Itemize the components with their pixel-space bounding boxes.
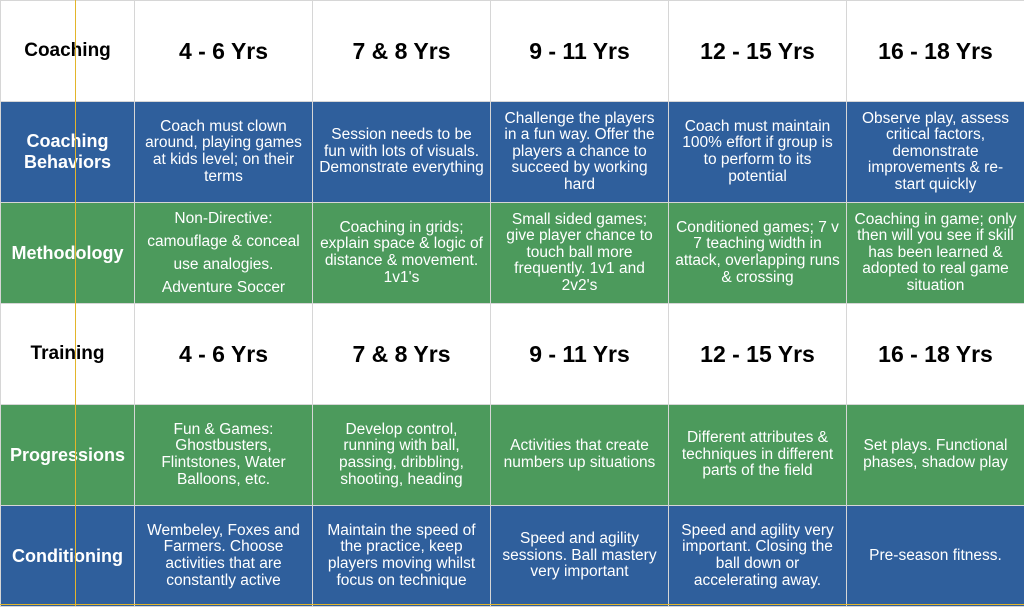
age-header-7-8: 7 & 8 Yrs [313,1,491,102]
progressions-row: Progressions Fun & Games: Ghostbusters, … [1,405,1024,506]
age-header-12-15: 12 - 15 Yrs [669,1,847,102]
table-cell: Set plays. Functional phases, shadow pla… [847,405,1024,506]
age-header-4-6: 4 - 6 Yrs [135,1,313,102]
table-cell: Coaching in game; only then will you see… [847,203,1024,304]
table-cell: Conditioned games; 7 v 7 teaching width … [669,203,847,304]
age-header-7-8: 7 & 8 Yrs [313,304,491,405]
table-cell: Session needs to be fun with lots of vis… [313,102,491,203]
row-label-methodology: Methodology [1,203,135,304]
age-header-4-6: 4 - 6 Yrs [135,304,313,405]
table-cell: Observe play, assess critical factors, d… [847,102,1024,203]
methodology-row: Methodology Non-Directive: camouflage & … [1,203,1024,304]
row-label-progressions: Progressions [1,405,135,506]
table-cell: Small sided games; give player chance to… [491,203,669,304]
table-cell: Coach must clown around, playing games a… [135,102,313,203]
table-cell: Pre-season fitness. [847,506,1024,607]
table-cell: Speed and agility very important. Closin… [669,506,847,607]
coaching-behaviors-row: Coaching Behaviors Coach must clown arou… [1,102,1024,203]
age-header-12-15: 12 - 15 Yrs [669,304,847,405]
conditioning-row: Conditioning Wembeley, Foxes and Farmers… [1,506,1024,607]
table-cell: Maintain the speed of the practice, keep… [313,506,491,607]
row-label-training: Training [1,304,135,405]
table-cell: Non-Directive: camouflage & conceal use … [135,203,313,304]
row-label-conditioning: Conditioning [1,506,135,607]
table-cell: Speed and agility sessions. Ball mastery… [491,506,669,607]
table-cell: Coaching in grids; explain space & logic… [313,203,491,304]
table-cell: Activities that create numbers up situat… [491,405,669,506]
training-header-row: Training 4 - 6 Yrs 7 & 8 Yrs 9 - 11 Yrs … [1,304,1024,405]
age-header-16-18: 16 - 18 Yrs [847,1,1024,102]
table-cell: Develop control, running with ball, pass… [313,405,491,506]
table-cell: Coach must maintain 100% effort if group… [669,102,847,203]
row-label-coaching-behaviors: Coaching Behaviors [1,102,135,203]
row-label-coaching: Coaching [1,1,135,102]
table-cell: Wembeley, Foxes and Farmers. Choose acti… [135,506,313,607]
coaching-header-row: Coaching 4 - 6 Yrs 7 & 8 Yrs 9 - 11 Yrs … [1,1,1024,102]
table-cell: Challenge the players in a fun way. Offe… [491,102,669,203]
age-header-9-11: 9 - 11 Yrs [491,304,669,405]
table-cell: Fun & Games: Ghostbusters, Flintstones, … [135,405,313,506]
table-cell: Different attributes & techniques in dif… [669,405,847,506]
age-header-9-11: 9 - 11 Yrs [491,1,669,102]
age-header-16-18: 16 - 18 Yrs [847,304,1024,405]
